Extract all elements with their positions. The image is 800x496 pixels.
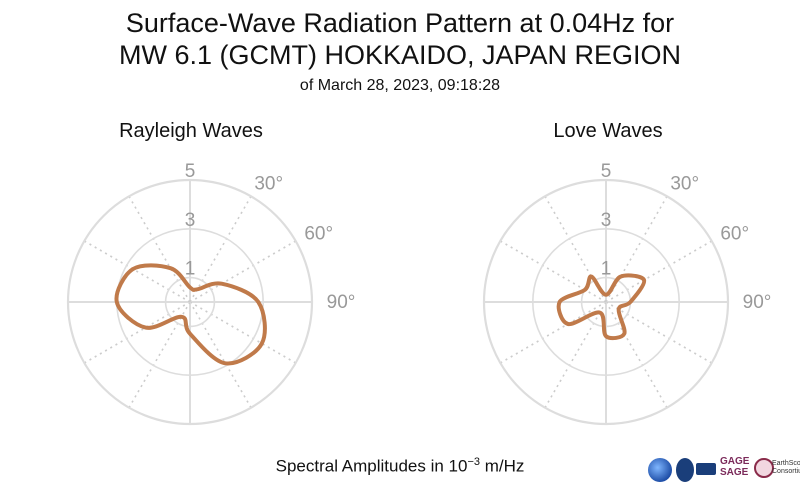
- r-tick-label-1: 1: [185, 259, 196, 280]
- spoke-210: [544, 301, 607, 409]
- nasa-logo-icon: [676, 458, 694, 482]
- r-tick-label-5: 5: [601, 161, 612, 182]
- chart-subtitle: of March 28, 2023, 09:18:28: [299, 77, 501, 94]
- spoke-150: [189, 301, 252, 409]
- ring-5: [482, 178, 730, 426]
- spoke-120: [189, 301, 297, 364]
- love-plot-title: Love Waves: [553, 120, 663, 142]
- usgs-logo-icon: [696, 463, 716, 475]
- ring-3: [531, 228, 680, 376]
- chart-title-line1: Surface-Wave Radiation Pattern at 0.04Hz…: [125, 8, 675, 38]
- angle-label-60: 60°: [720, 224, 749, 245]
- earthscope-logo-line1: EarthScope: [772, 460, 800, 467]
- ring-1: [164, 276, 216, 328]
- angle-label-30: 30°: [254, 174, 283, 195]
- sage-logo-text: SAGE: [720, 467, 749, 478]
- spoke-210: [128, 301, 191, 409]
- x-axis-label-exponent: −3: [467, 456, 480, 468]
- r-tick-label-5: 5: [185, 161, 196, 182]
- spoke-60: [189, 240, 297, 303]
- r-tick-label-1: 1: [601, 259, 612, 280]
- radiation-curve-1-0: [556, 273, 647, 341]
- spoke-300: [83, 240, 191, 303]
- gage-logo-text: GAGE: [720, 456, 750, 467]
- spoke-30: [605, 195, 668, 303]
- rayleigh-plot-title: Rayleigh Waves: [119, 120, 263, 142]
- spoke-300: [499, 240, 607, 303]
- x-axis-label: Spectral Amplitudes in 10−3 m/Hz: [0, 456, 800, 477]
- spoke-150: [605, 301, 668, 409]
- earthscope-logo-line2: Consortium: [772, 468, 800, 475]
- earthscope-logo-icon: [754, 458, 774, 478]
- angle-label-60: 60°: [304, 224, 333, 245]
- r-tick-label-3: 3: [185, 210, 196, 231]
- spoke-240: [499, 301, 607, 364]
- earthscope-logo-text: EarthScope Consortium: [772, 460, 800, 484]
- radiation-curve-0-0: [114, 263, 267, 366]
- angle-label-90: 90°: [327, 292, 356, 313]
- spoke-330: [128, 195, 191, 303]
- spoke-120: [605, 301, 713, 364]
- angle-label-30: 30°: [670, 174, 699, 195]
- spoke-60: [605, 240, 713, 303]
- ring-5: [66, 178, 314, 426]
- spoke-30: [189, 195, 252, 303]
- spoke-330: [544, 195, 607, 303]
- x-axis-label-base: 10: [448, 456, 468, 476]
- chart-title-line2: MW 6.1 (GCMT) HOKKAIDO, JAPAN REGION: [118, 40, 682, 70]
- nsf-logo-icon: [648, 458, 672, 482]
- x-axis-label-unit: m/Hz: [480, 456, 525, 476]
- gage-sage-logo: GAGE SAGE: [720, 456, 750, 480]
- spoke-240: [83, 301, 191, 364]
- x-axis-label-text: Spectral Amplitudes in: [275, 456, 449, 476]
- r-tick-label-3: 3: [601, 210, 612, 231]
- logo-strip: GAGE SAGE EarthScope Consortium: [648, 455, 800, 485]
- angle-label-90: 90°: [743, 292, 772, 313]
